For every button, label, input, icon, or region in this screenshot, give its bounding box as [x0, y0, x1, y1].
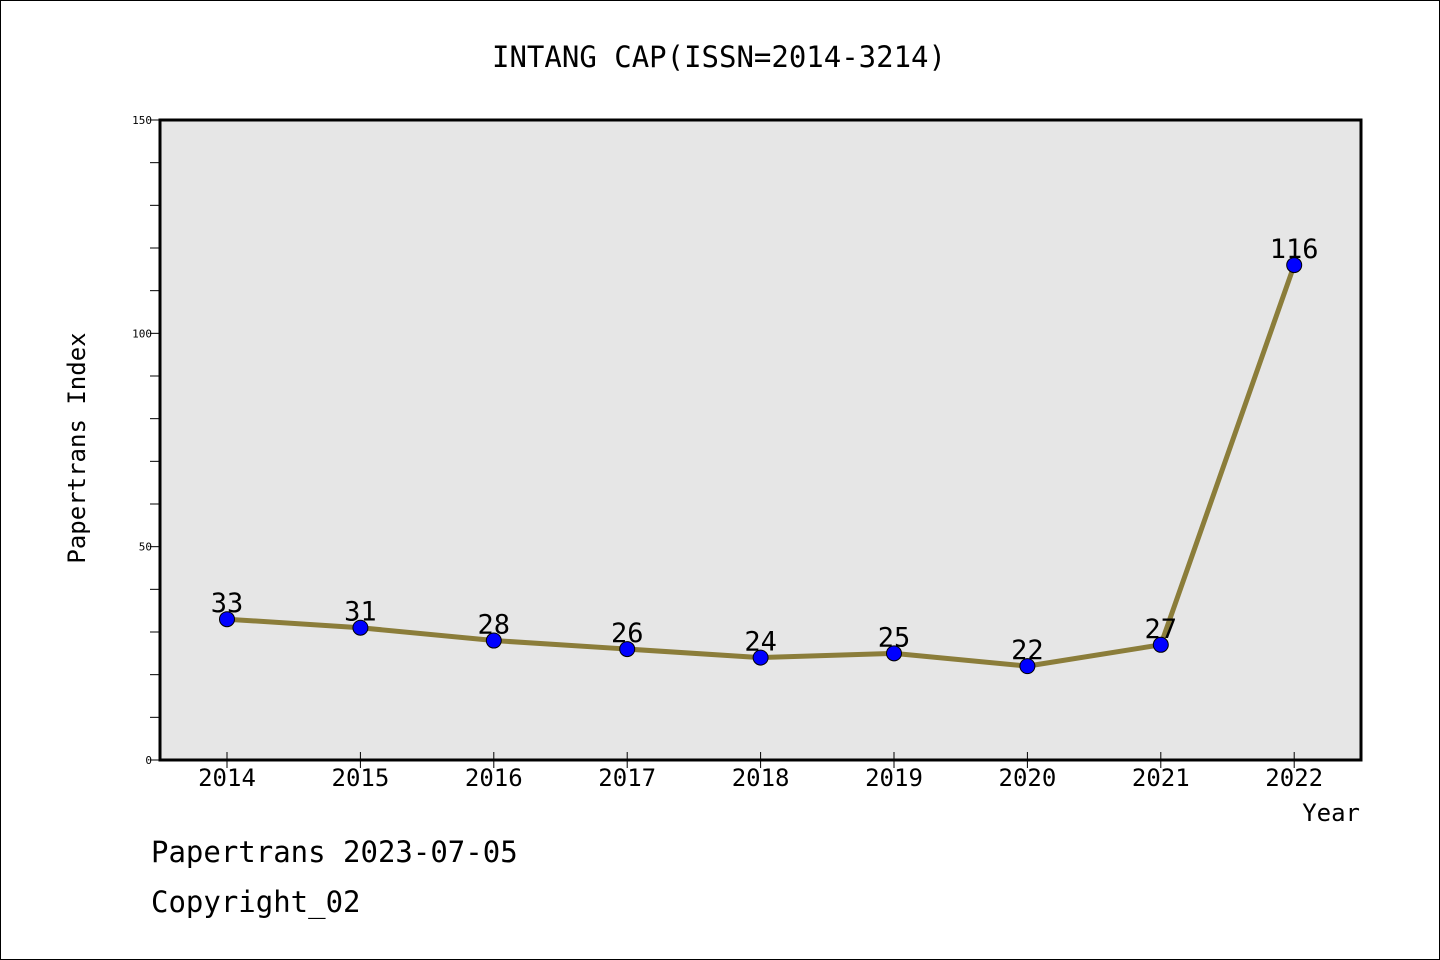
x-tick-label: 2021	[1132, 764, 1190, 792]
y-tick-label: 0	[145, 754, 152, 767]
y-axis-label: Papertrans Index	[63, 332, 91, 563]
x-tick-label: 2017	[598, 764, 656, 792]
data-point-marker	[1019, 658, 1036, 675]
data-point-marker	[352, 619, 369, 636]
x-tick-label: 2014	[198, 764, 256, 792]
x-axis: 2014 2015 2016 2017 2018 2019 2020 2021 2022	[198, 752, 1323, 792]
x-tick-label: 2016	[465, 764, 523, 792]
data-point-marker	[752, 649, 769, 666]
x-axis-label: Year	[1302, 799, 1360, 827]
data-point-marker	[619, 641, 636, 658]
footer-copyright-text: Copyright_02	[151, 885, 361, 919]
data-point-marker	[1152, 636, 1169, 653]
x-tick-label: 2015	[332, 764, 390, 792]
footer-date-text: Papertrans 2023-07-05	[151, 835, 518, 869]
data-point-marker	[219, 611, 235, 628]
x-tick-label: 2019	[865, 764, 923, 792]
x-tick-label: 2020	[999, 764, 1057, 792]
y-tick-label: 150	[132, 114, 152, 127]
data-point-marker	[886, 645, 902, 662]
x-tick-label: 2018	[732, 764, 790, 792]
x-tick-label: 2022	[1265, 764, 1323, 792]
y-tick-label: 100	[132, 327, 152, 340]
y-tick-label: 50	[139, 541, 152, 554]
data-point-marker	[1286, 257, 1303, 274]
data-point-marker	[485, 632, 502, 649]
chart-title: INTANG CAP(ISSN=2014-3214)	[492, 40, 946, 74]
y-axis: 0 50 100 150	[132, 114, 160, 767]
